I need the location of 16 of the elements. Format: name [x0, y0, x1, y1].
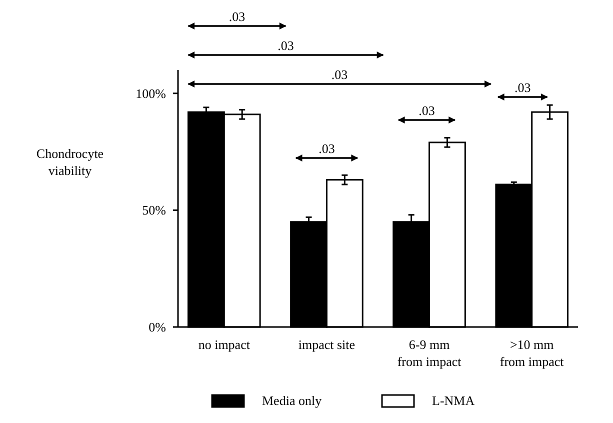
legend-label: L-NMA: [432, 393, 476, 408]
annotation: .03: [514, 80, 531, 95]
text: .03: [228, 9, 246, 24]
x-tick-label: 6-9 mm from impact: [397, 337, 462, 369]
x-tick-label: impact site: [298, 337, 356, 352]
y-tick-label: 100%: [136, 86, 166, 101]
annotation: .03: [331, 67, 348, 82]
x-tick-label: >10 mm from impact: [500, 337, 564, 369]
x-tick-label: no impact: [198, 337, 250, 352]
legend-label: Media only: [262, 393, 322, 408]
annotation: .03: [418, 103, 435, 118]
annotation: .03: [318, 141, 335, 156]
text: .03: [278, 38, 294, 53]
y-axis-title: Chondrocyte viability: [36, 146, 104, 178]
y-tick-label: 0%: [148, 320, 166, 335]
y-tick-label: 50%: [142, 202, 166, 218]
